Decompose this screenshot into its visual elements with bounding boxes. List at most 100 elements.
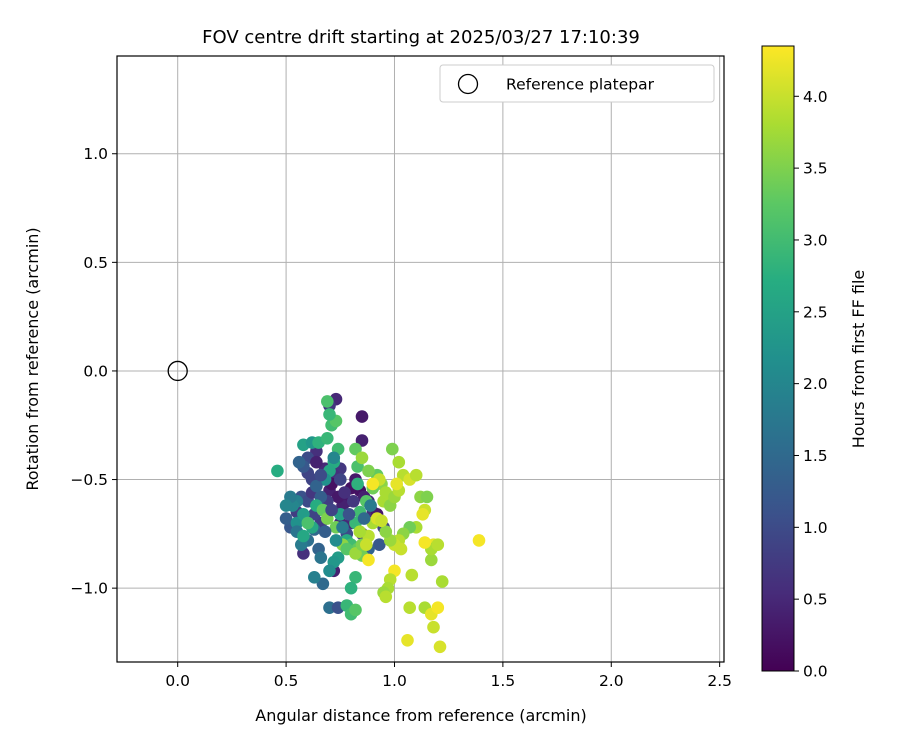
scatter-point [364, 499, 377, 512]
scatter-point [431, 601, 445, 614]
colorbar-tick-label: 0.5 [803, 591, 828, 609]
scatter-point [431, 538, 445, 551]
scatter-point [355, 451, 369, 465]
scatter-point [416, 508, 430, 521]
x-tick-label: 2.0 [599, 672, 624, 690]
scatter-point [349, 603, 362, 617]
scatter-points [271, 392, 486, 654]
colorbar-tick-label: 1.0 [803, 519, 828, 537]
scatter-point [405, 568, 419, 582]
legend-marker [457, 73, 479, 95]
scatter-point [390, 477, 404, 491]
scatter-point [403, 601, 417, 614]
x-tick-label: 0.5 [274, 672, 299, 690]
y-tick-label: 0.0 [83, 362, 108, 380]
scatter-point [379, 525, 393, 538]
plot-frame [116, 55, 725, 663]
grid-lines [117, 56, 724, 662]
scatter-point [362, 464, 375, 478]
scatter-point [349, 571, 362, 584]
reference-platepar-marker [167, 360, 188, 382]
scatter-point [425, 553, 438, 567]
colorbar-tick-label: 2.0 [803, 375, 828, 393]
scatter-point [271, 464, 284, 478]
scatter-point [349, 547, 362, 560]
reference-layer [167, 360, 188, 382]
y-axis-label: Rotation from reference (arcmin) [23, 227, 42, 490]
scatter-point [301, 516, 315, 530]
y-tick-label: 0.5 [83, 254, 108, 272]
scatter-point [310, 479, 323, 493]
scatter-point [420, 490, 434, 504]
scatter-point [314, 468, 328, 482]
y-tick-label: −1.0 [70, 580, 108, 598]
scatter-point [394, 542, 408, 556]
legend-box: Reference platepar [439, 64, 715, 103]
scatter-point [409, 468, 423, 482]
x-tick-label: 1.5 [491, 672, 516, 690]
colorbar-tick-label: 4.0 [803, 88, 828, 106]
scatter-point [472, 534, 486, 547]
colorbar-label: Hours from first FF file [849, 270, 868, 449]
scatter-point [318, 525, 332, 538]
scatter-point [279, 512, 293, 525]
scatter-point [327, 451, 341, 465]
scatter-point [427, 620, 440, 634]
scatter-point [292, 455, 306, 469]
axis-ticks: 0.0 0.5 1.0 1.5 2.0 2.5 −1.0 −0.5 0.0 0.5 1.0 [70, 145, 732, 690]
scatter-point [347, 495, 360, 508]
x-axis-label: Angular distance from reference (arcmin) [255, 706, 586, 725]
scatter-point [338, 486, 351, 499]
x-tick-label: 1.0 [382, 672, 407, 690]
colorbar [761, 45, 795, 672]
scatter-point [290, 516, 304, 530]
scatter-point [308, 571, 321, 584]
scatter-point [323, 408, 336, 421]
scatter-point [314, 551, 328, 564]
scatter-point [375, 514, 388, 528]
scatter-point [401, 634, 414, 647]
scatter-point [321, 395, 334, 408]
scatter-point [357, 512, 371, 525]
legend-label: Reference platepar [506, 76, 655, 94]
scatter-point [297, 529, 310, 543]
y-tick-label: 1.0 [83, 145, 108, 163]
scatter-point [336, 521, 349, 534]
x-tick-label: 0.0 [165, 672, 190, 690]
scatter-point [362, 553, 375, 567]
y-tick-label: −0.5 [70, 471, 108, 489]
scatter-point [353, 525, 367, 538]
scatter-point [418, 536, 432, 549]
scatter-point [355, 410, 369, 423]
chart-title: FOV centre drift starting at 2025/03/27 … [202, 27, 640, 48]
scatter-point [310, 455, 323, 469]
scatter-point [379, 590, 393, 604]
scatter-point [321, 432, 334, 445]
scatter-point [373, 538, 386, 551]
colorbar-tick-label: 1.5 [803, 447, 828, 465]
scatter-point [355, 434, 369, 447]
x-tick-label: 2.5 [707, 672, 732, 690]
scatter-point [325, 503, 338, 517]
colorbar-tick-label: 0.0 [803, 663, 828, 681]
colorbar-tick-label: 3.5 [803, 160, 828, 178]
scatter-point [386, 442, 399, 456]
scatter-point [435, 575, 449, 588]
colorbar-tick-label: 2.5 [803, 303, 828, 321]
scatter-point [349, 442, 362, 456]
scatter-point [366, 477, 380, 491]
scatter-point [334, 473, 347, 486]
scatter-point [392, 455, 406, 469]
colorbar-ticks: 0.0 0.5 1.0 1.5 2.0 2.5 3.0 3.5 4.0 [794, 88, 828, 681]
scatter-point [323, 564, 336, 578]
scatter-point [316, 577, 330, 591]
scatter-point [433, 640, 447, 654]
scatter-point [342, 508, 356, 521]
scatter-point [351, 477, 364, 491]
scatter-point [329, 534, 343, 547]
scatter-point [344, 581, 358, 595]
scatter-point [279, 499, 293, 512]
colorbar-tick-label: 3.0 [803, 231, 828, 249]
scatter-point [360, 538, 373, 551]
